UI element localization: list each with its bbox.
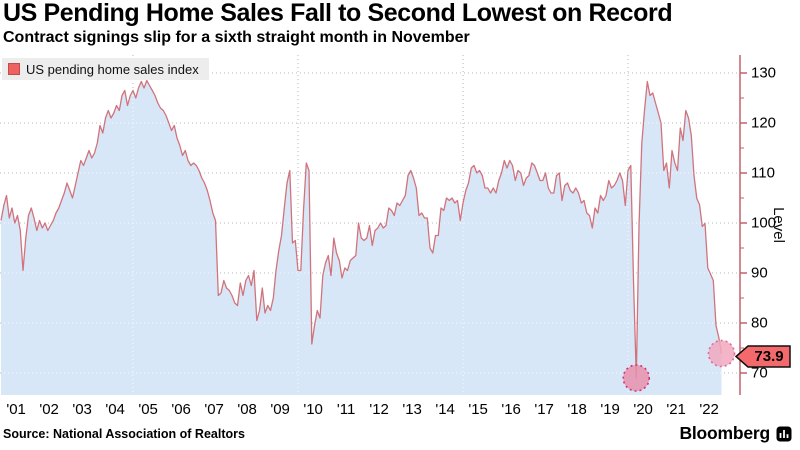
y-axis: 70 80 90 100 110 120 130 Level <box>739 55 787 395</box>
legend: US pending home sales index <box>2 58 209 80</box>
x-tick-label: '16 <box>501 401 521 418</box>
x-tick-label: '01 <box>6 401 26 418</box>
point-marker <box>622 364 651 392</box>
bloomberg-icon <box>776 426 792 441</box>
x-tick-label: '07 <box>204 401 224 418</box>
y-tick-label: 70 <box>751 365 768 382</box>
point-marker <box>707 339 736 368</box>
series-line <box>0 79 723 379</box>
y-tick-label: 100 <box>751 215 776 232</box>
x-tick-label: '11 <box>337 401 355 418</box>
x-tick-label: '14 <box>435 401 455 418</box>
x-tick-label: '21 <box>666 401 686 418</box>
x-tick-label: '17 <box>534 401 554 418</box>
x-tick-label: '06 <box>171 401 191 418</box>
x-tick-label: '09 <box>270 401 290 418</box>
x-tick-label: '02 <box>39 401 59 418</box>
y-tick-label: 120 <box>751 115 776 132</box>
x-tick-label: '10 <box>303 401 323 418</box>
x-axis-labels: '01 '02 '03 '04 '05 '06 '07 '08 '09 '10 '11 '12 '13 '… <box>6 401 719 418</box>
x-tick-label: '22 <box>699 401 719 418</box>
bloomberg-logo: Bloomberg <box>679 423 792 444</box>
x-tick-label: '13 <box>402 401 422 418</box>
legend-label: US pending home sales index <box>26 61 199 77</box>
x-tick-label: '19 <box>600 401 620 418</box>
x-tick-label: '04 <box>105 401 125 418</box>
y-tick-label: 90 <box>751 265 768 282</box>
source-note: Source: National Association of Realtors <box>3 427 245 441</box>
x-tick-label: '08 <box>237 401 257 418</box>
end-value-tag: 73.9 <box>734 345 791 368</box>
y-axis-title: Level <box>770 207 787 243</box>
x-tick-label: '12 <box>369 401 389 418</box>
chart-subtitle: Contract signings slip for a sixth strai… <box>3 29 470 46</box>
y-tick-label: 80 <box>751 315 768 332</box>
x-tick-label: '05 <box>138 401 158 418</box>
legend-swatch-icon <box>8 63 20 75</box>
x-tick-label: '15 <box>468 401 488 418</box>
x-tick-label: '03 <box>72 401 92 418</box>
bloomberg-wordmark: Bloomberg <box>679 423 770 443</box>
x-tick-label: '18 <box>567 401 587 418</box>
chart-title: US Pending Home Sales Fall to Second Low… <box>3 0 673 27</box>
end-value-label: 73.9 <box>754 348 783 365</box>
y-tick-label: 110 <box>751 165 775 182</box>
y-tick-label: 130 <box>751 65 776 82</box>
x-tick-label: '20 <box>633 401 653 418</box>
